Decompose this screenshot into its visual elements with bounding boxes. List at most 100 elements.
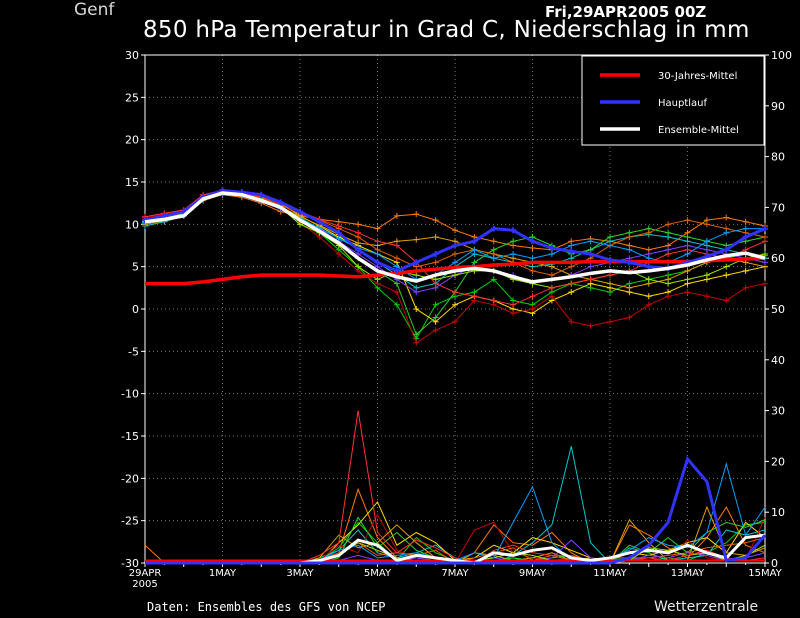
legend-label: Ensemble-Mittel — [658, 125, 739, 136]
x-tick-label: 11MAY — [593, 568, 627, 579]
temp-member-marker — [626, 234, 633, 241]
temp-member-marker — [723, 263, 730, 270]
temp-main-run-marker — [607, 256, 613, 263]
temp-member-marker — [645, 293, 652, 300]
temp-member-marker — [626, 284, 633, 291]
temp-member-marker — [762, 280, 768, 287]
temp-member-marker — [452, 301, 458, 308]
temp-member-marker — [510, 310, 517, 317]
temp-member-marker — [607, 280, 613, 287]
y-left-tick-label: -15 — [121, 430, 139, 443]
temp-member-marker — [452, 259, 458, 266]
temp-member-marker — [626, 246, 633, 253]
temp-main-run-marker — [297, 208, 303, 215]
temp-member-marker — [490, 276, 497, 283]
meteogram-chart: 302520151050-5-10-15-20-25-3010090807060… — [121, 49, 792, 590]
temp-member-marker — [432, 314, 439, 321]
temp-member-marker — [762, 238, 768, 245]
temp-member-marker — [703, 293, 710, 300]
temp-main-run-marker — [742, 234, 749, 241]
temp-member-marker — [762, 259, 768, 266]
temp-member-marker — [374, 225, 381, 232]
legend-label: 30-Jahres-Mittel — [658, 71, 737, 82]
temp-ensemble-mean-line — [144, 191, 766, 284]
y-left-tick-label: 15 — [125, 176, 139, 189]
temp-member-marker — [548, 250, 555, 257]
y-right-tick-label: 50 — [771, 303, 785, 316]
temp-member-marker — [762, 250, 768, 257]
run-time-label: Fri,29APR2005 00Z — [545, 3, 707, 21]
temp-member-marker — [432, 301, 439, 308]
y-left-tick-label: -25 — [121, 515, 139, 528]
temp-member-marker — [393, 255, 400, 262]
y-right-tick-label: 100 — [771, 49, 792, 62]
temp-member-marker — [529, 255, 536, 262]
temp-main-run-marker — [510, 227, 517, 234]
temperature-series — [142, 186, 768, 346]
precip-main-run-line — [145, 455, 767, 565]
y-left-tick-label: -20 — [121, 472, 139, 485]
temp-member-marker — [355, 263, 362, 270]
temp-member-marker — [393, 212, 400, 219]
temp-member-marker — [607, 234, 613, 241]
temp-member-marker — [684, 276, 691, 283]
temp-member-marker — [742, 267, 749, 274]
temp-member-marker — [452, 250, 458, 257]
x-tick-sublabel: 2005 — [132, 579, 157, 590]
x-tick-label: 7MAY — [441, 568, 469, 579]
temp-member-marker — [413, 331, 420, 338]
y-right-tick-label: 0 — [771, 557, 778, 570]
temp-member-marker — [432, 234, 439, 241]
legend-label: Hauptlauf — [658, 98, 707, 109]
y-right-tick-label: 60 — [771, 252, 785, 265]
temp-main-run-marker — [277, 199, 284, 206]
temp-member-marker — [510, 250, 517, 257]
x-tick-label: 5MAY — [364, 568, 392, 579]
temp-climatology-line — [145, 256, 766, 286]
temp-main-run-marker — [626, 259, 633, 266]
temp-member-marker — [587, 322, 594, 329]
temp-member-marker — [529, 293, 536, 300]
temp-member-marker — [703, 221, 710, 228]
temp-main-run-marker — [548, 245, 555, 252]
temp-main-run-marker — [393, 267, 400, 274]
temp-member-marker — [413, 289, 420, 296]
temp-member-marker — [432, 280, 439, 287]
temp-member-marker — [665, 221, 672, 228]
temp-member-marker — [413, 236, 420, 243]
temp-main-run-marker — [452, 242, 458, 249]
temp-member-marker — [568, 280, 575, 287]
temp-main-run-marker — [723, 246, 730, 253]
chart-title: 850 hPa Temperatur in Grad C, Niederschl… — [143, 17, 750, 43]
temp-member-marker — [374, 250, 381, 257]
y-left-tick-label: 0 — [132, 303, 139, 316]
x-tick-label: 15MAY — [748, 568, 782, 579]
temp-member-marker — [490, 255, 497, 262]
temp-member-marker — [548, 284, 555, 291]
temp-main-run-marker — [316, 218, 323, 225]
temp-member-marker — [529, 306, 536, 312]
precipitation-series — [144, 410, 767, 565]
temp-member-marker — [413, 306, 420, 312]
y-left-tick-label: 20 — [125, 134, 139, 147]
temp-member-marker — [665, 250, 672, 257]
temp-member-marker — [607, 242, 613, 249]
location-label: Genf — [74, 0, 115, 20]
y-right-tick-label: 80 — [771, 151, 785, 164]
temp-member-marker — [723, 229, 730, 236]
temp-main-run-marker — [587, 250, 594, 257]
temp-member-marker — [587, 263, 594, 270]
temp-main-run-marker — [335, 229, 342, 236]
temp-main-run-marker — [529, 238, 536, 245]
temp-member-marker — [568, 242, 575, 249]
temp-main-run-marker — [490, 225, 497, 232]
temp-member-marker — [452, 272, 458, 279]
temp-member-marker — [645, 301, 652, 308]
temp-member-marker — [684, 289, 691, 296]
temp-main-run-marker — [432, 250, 439, 257]
data-source-label: Daten: Ensembles des GFS von NCEP — [147, 600, 386, 614]
temp-member-marker — [510, 301, 517, 308]
temp-member-marker — [568, 263, 575, 270]
temp-member-marker — [626, 314, 633, 321]
